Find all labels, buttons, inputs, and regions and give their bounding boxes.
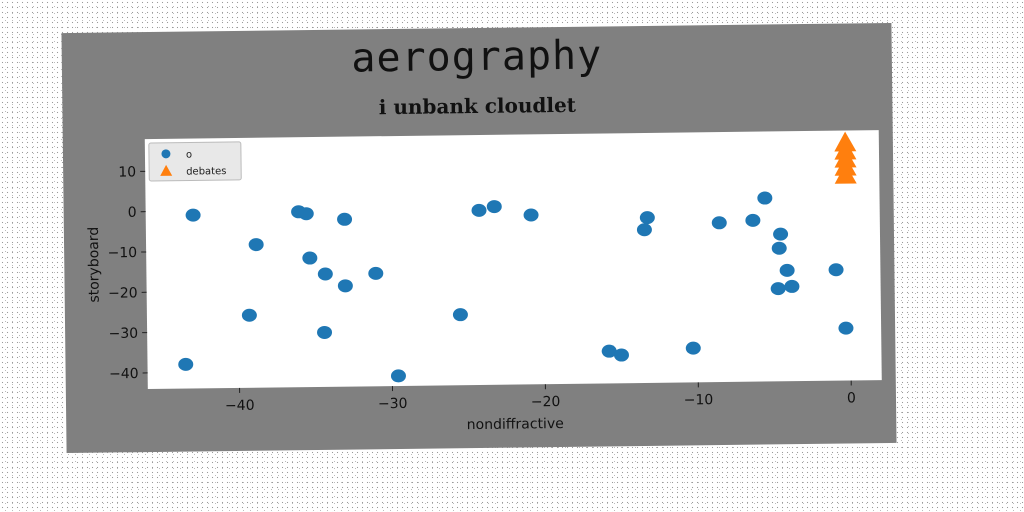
data-point-series-0 <box>770 282 786 296</box>
x-tick-label: −10 <box>684 392 714 408</box>
legend-label: o <box>186 149 192 160</box>
data-point-series-0 <box>779 263 795 277</box>
figure: aerography i unbank cloudlet −40 −30 −20 −1… <box>61 22 897 454</box>
legend-marker <box>160 164 173 176</box>
data-point-series-0 <box>828 263 844 277</box>
y-tick-label: 10 <box>118 164 136 180</box>
data-point-series-1 <box>834 163 857 184</box>
data-point-series-0 <box>241 308 257 322</box>
y-tick-label: −20 <box>108 285 138 301</box>
data-point-series-0 <box>711 216 727 230</box>
data-point-series-0 <box>452 308 468 322</box>
data-point-series-0 <box>613 348 629 362</box>
data-point-series-0 <box>302 251 318 265</box>
data-point-series-0 <box>838 321 854 335</box>
y-tick-label: −40 <box>109 366 139 382</box>
data-point-series-0 <box>523 208 539 222</box>
y-axis-label: storyboard <box>86 227 103 303</box>
data-point-series-0 <box>390 369 406 383</box>
data-point-series-0 <box>771 241 787 255</box>
data-point-series-0 <box>685 341 701 355</box>
y-tick-label: 0 <box>128 205 137 221</box>
data-point-series-0 <box>248 238 264 252</box>
data-point-series-0 <box>639 211 655 225</box>
data-point-series-0 <box>185 208 201 222</box>
legend: o debates <box>148 141 242 182</box>
data-point-series-0 <box>337 212 353 226</box>
data-point-series-0 <box>337 279 353 293</box>
data-point-series-0 <box>178 357 194 371</box>
data-point-series-0 <box>773 227 789 241</box>
data-point-series-0 <box>317 267 333 281</box>
x-tick-label: −20 <box>531 394 561 410</box>
legend-box <box>148 141 242 182</box>
plot-area <box>144 130 882 390</box>
data-point-series-0 <box>486 200 502 214</box>
data-point-series-0 <box>757 191 773 205</box>
legend-label: debates <box>186 166 226 177</box>
x-axis-ticks: −40 −30 −20 −10 0 <box>225 380 856 414</box>
data-point-series-0 <box>368 266 384 280</box>
x-tick-label: 0 <box>847 390 856 406</box>
y-tick-label: −30 <box>109 326 139 342</box>
data-point-series-0 <box>298 207 314 221</box>
data-point-series-0 <box>471 203 487 217</box>
data-point-series-0 <box>317 325 333 339</box>
legend-marker <box>161 149 171 159</box>
data-point-series-0 <box>745 213 761 227</box>
x-tick-label: −40 <box>225 398 255 414</box>
x-axis-label: nondiffractive <box>467 416 564 433</box>
y-tick-label: −10 <box>108 245 138 261</box>
y-axis-ticks: 10 0 −10 −20 −30 −40 <box>108 164 148 382</box>
x-tick-label: −30 <box>378 396 408 412</box>
data-point-series-0 <box>784 279 800 293</box>
scatter-plot: −40 −30 −20 −10 0 10 0 −10 −20 −30 −40 o debates n… <box>86 130 882 433</box>
data-point-series-0 <box>601 344 617 358</box>
data-points <box>178 131 857 383</box>
data-point-series-0 <box>636 223 652 237</box>
